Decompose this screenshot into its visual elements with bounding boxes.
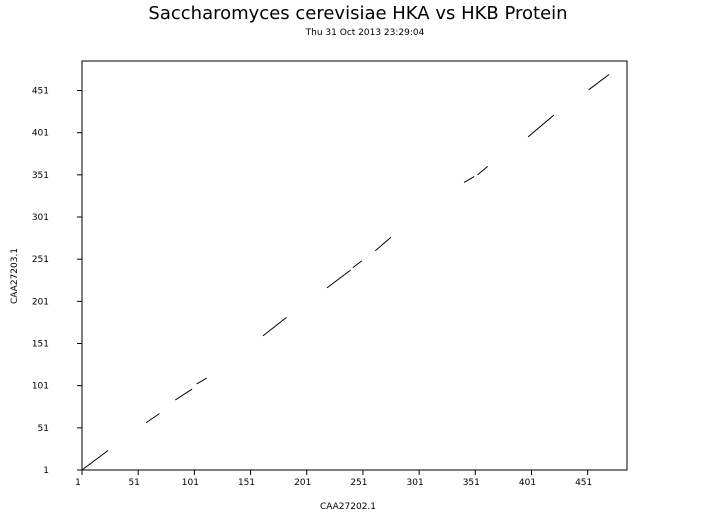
match-segment (463, 176, 475, 183)
match-segments (81, 74, 610, 471)
x-axis-ticks: 1 51 101 151 201 251 301 351 401 451 (75, 470, 592, 488)
match-segment (262, 316, 287, 337)
x-tick-label: 51 (128, 478, 139, 488)
x-tick-label: 1 (75, 478, 81, 488)
y-tick-label: 201 (32, 297, 49, 307)
x-tick-label: 201 (294, 478, 311, 488)
match-segment (145, 413, 160, 424)
match-segment (477, 166, 488, 176)
y-tick-label: 451 (32, 87, 49, 97)
x-tick-label: 401 (519, 478, 536, 488)
chart-subtitle: Thu 31 Oct 2013 23:29:04 (305, 28, 425, 38)
match-segment (81, 450, 109, 471)
y-tick-label: 351 (32, 171, 49, 181)
match-segment (196, 377, 207, 385)
x-tick-label: 101 (182, 478, 199, 488)
y-tick-label: 401 (32, 129, 49, 139)
match-segment (174, 388, 193, 401)
x-axis-label: CAA27202.1 (320, 502, 376, 512)
match-segment (374, 236, 392, 252)
match-segment (527, 114, 555, 138)
y-axis-label: CAA27203.1 (10, 248, 20, 304)
x-tick-label: 451 (575, 478, 592, 488)
y-tick-label: 301 (32, 213, 49, 223)
x-tick-label: 151 (238, 478, 255, 488)
y-tick-label: 251 (32, 255, 49, 265)
y-tick-label: 151 (32, 340, 49, 350)
y-tick-label: 1 (43, 466, 49, 476)
y-tick-label: 51 (38, 424, 49, 434)
match-segment (352, 260, 363, 269)
x-tick-label: 301 (407, 478, 424, 488)
x-tick-label: 251 (350, 478, 367, 488)
match-segment (326, 269, 351, 289)
plot-frame (81, 60, 628, 471)
match-segment (588, 74, 610, 91)
y-tick-label: 101 (32, 382, 49, 392)
chart-title: Saccharomyces cerevisiae HKA vs HKB Prot… (148, 3, 567, 24)
x-tick-label: 351 (463, 478, 480, 488)
